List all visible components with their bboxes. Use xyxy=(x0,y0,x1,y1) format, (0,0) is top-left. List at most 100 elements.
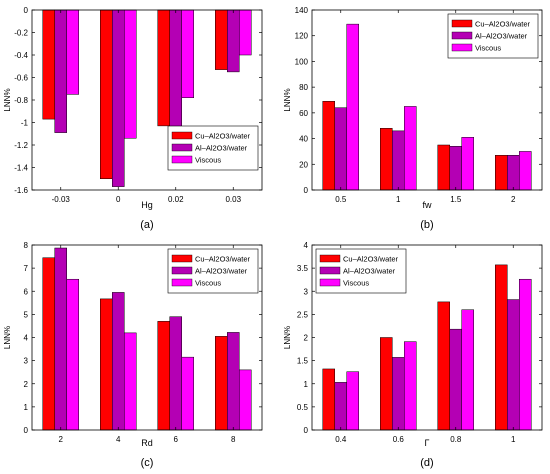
legend-swatch xyxy=(171,254,193,263)
y-tick-label: -0.4 xyxy=(14,51,28,60)
bar-1-0.5 xyxy=(322,101,335,191)
bar-2-1 xyxy=(507,299,520,431)
bar-1-1.5 xyxy=(437,144,450,191)
chart-panel-2: 0 20 40 60 80 100 120 140 0.5 1 1.5 2 fw LNN% (b) Cu–Al… xyxy=(283,6,543,231)
bar-1-2 xyxy=(42,257,55,431)
legend-swatch xyxy=(319,266,341,275)
bar-1-2 xyxy=(495,155,508,191)
y-tick-label: 3 xyxy=(304,287,309,296)
x-tick-label: 1.5 xyxy=(450,195,462,204)
bar-3-0.03 xyxy=(239,9,252,56)
y-tick-label: 3 xyxy=(24,357,29,366)
bar-2-0.03 xyxy=(227,9,240,73)
legend-label: Cu–Al2O3/water xyxy=(343,255,399,264)
x-tick-label: 2 xyxy=(59,435,64,444)
chart-panel-1: -1.6 -1.4 -1.2 -1 -0.8 -0.6 -0.4 -0.2 0 -0.03 0 0.0… xyxy=(3,6,263,231)
x-axis-label: Hg xyxy=(141,200,153,210)
bar-3-0.02 xyxy=(181,9,194,98)
y-tick-label: -1 xyxy=(21,119,29,128)
y-tick-label: -1.2 xyxy=(14,141,28,150)
bar-2-0.8 xyxy=(449,328,462,431)
x-axis-label: Rd xyxy=(141,438,153,448)
x-tick-label: 0.03 xyxy=(225,195,241,204)
y-tick-label: 8 xyxy=(24,241,29,250)
y-axis-label: LNN% xyxy=(283,88,292,111)
bar-1-0.6 xyxy=(380,337,393,431)
bar-2-6 xyxy=(169,316,182,431)
bar-1-4 xyxy=(100,298,113,431)
bar-3-2 xyxy=(519,151,532,191)
bar-1--0.03 xyxy=(42,9,55,120)
legend-label: Al–Al2O3/water xyxy=(343,267,396,276)
x-tick-label: 0.8 xyxy=(450,435,462,444)
bar-3-0.6 xyxy=(404,341,417,431)
panel-caption: (b) xyxy=(420,219,433,231)
legend: Cu–Al2O3/water Al–Al2O3/water Viscous xyxy=(315,248,407,294)
y-tick-label: -0.8 xyxy=(14,96,28,105)
y-tick-label: 0 xyxy=(304,186,309,195)
y-tick-label: 40 xyxy=(299,135,308,144)
panel-caption: (d) xyxy=(420,457,433,469)
bar-3-0.4 xyxy=(346,371,359,431)
y-tick-label: 20 xyxy=(299,160,308,169)
x-tick-label: -0.03 xyxy=(52,195,71,204)
legend: Cu–Al2O3/water Al–Al2O3/water Viscous xyxy=(447,13,539,59)
x-tick-label: 1 xyxy=(396,195,401,204)
bar-3-0.5 xyxy=(346,23,359,191)
bar-1-0 xyxy=(100,9,113,179)
legend-label: Al–Al2O3/water xyxy=(195,144,248,153)
bar-2-2 xyxy=(54,247,67,431)
y-tick-label: -0.6 xyxy=(14,74,28,83)
bar-2-2 xyxy=(507,155,520,191)
panel-caption: (c) xyxy=(141,457,154,469)
legend-swatch xyxy=(171,131,193,140)
y-tick-label: 120 xyxy=(295,32,309,41)
y-tick-label: 0 xyxy=(24,426,29,435)
legend-label: Viscous xyxy=(343,279,369,288)
legend-label: Cu–Al2O3/water xyxy=(195,132,251,141)
y-tick-label: 60 xyxy=(299,109,308,118)
x-axis-label: fw xyxy=(423,200,433,210)
bar-1-1 xyxy=(495,264,508,431)
x-tick-label: 0.6 xyxy=(393,435,405,444)
bar-2-1 xyxy=(392,130,405,191)
y-tick-label: -0.2 xyxy=(14,29,28,38)
bar-1-0.8 xyxy=(437,301,450,431)
x-tick-label: 2 xyxy=(511,195,516,204)
bar-1-8 xyxy=(215,336,228,431)
legend-label: Viscous xyxy=(475,44,501,53)
bar-2-0.4 xyxy=(334,382,347,431)
x-tick-label: 0.5 xyxy=(335,195,347,204)
bar-2-1.5 xyxy=(449,146,462,191)
bar-1-0.02 xyxy=(157,9,170,127)
y-tick-label: -1.6 xyxy=(14,186,28,195)
legend-swatch xyxy=(171,155,193,164)
bar-3-8 xyxy=(239,369,252,431)
x-tick-label: 0.4 xyxy=(335,435,347,444)
bar-2-0.6 xyxy=(392,357,405,431)
legend-label: Al–Al2O3/water xyxy=(475,32,528,41)
y-tick-label: 7 xyxy=(24,264,29,273)
legend-label: Al–Al2O3/water xyxy=(195,267,248,276)
bar-1-1 xyxy=(380,128,393,191)
x-tick-label: 4 xyxy=(116,435,121,444)
x-tick-label: 0.02 xyxy=(168,195,184,204)
x-tick-label: 0 xyxy=(116,195,121,204)
y-tick-label: 3.5 xyxy=(297,264,309,273)
chart-panel-3: 0 1 2 3 4 5 6 7 8 2 4 6 8 Rd LNN% (c) Cu–Al2O3/water Al–A… xyxy=(3,241,263,469)
y-axis-label: LNN% xyxy=(3,88,12,111)
y-tick-label: 0.5 xyxy=(297,403,309,412)
legend-swatch xyxy=(451,31,473,40)
y-tick-label: 0 xyxy=(304,426,309,435)
y-tick-label: 80 xyxy=(299,83,308,92)
chart-panel-4: 0 0.5 1 1.5 2 2.5 3 3.5 4 0.4 0.6 0.8 1 Γ LNN% (d) Cu–Al… xyxy=(283,241,543,469)
legend-swatch xyxy=(171,278,193,287)
y-tick-label: 1.5 xyxy=(297,357,309,366)
bar-2-0.02 xyxy=(169,9,182,132)
x-tick-label: 6 xyxy=(174,435,179,444)
bar-2--0.03 xyxy=(54,9,67,133)
y-axis-label: LNN% xyxy=(283,326,292,349)
legend-label: Cu–Al2O3/water xyxy=(195,255,251,264)
bar-3-1 xyxy=(519,278,532,431)
legend-label: Viscous xyxy=(195,156,221,165)
